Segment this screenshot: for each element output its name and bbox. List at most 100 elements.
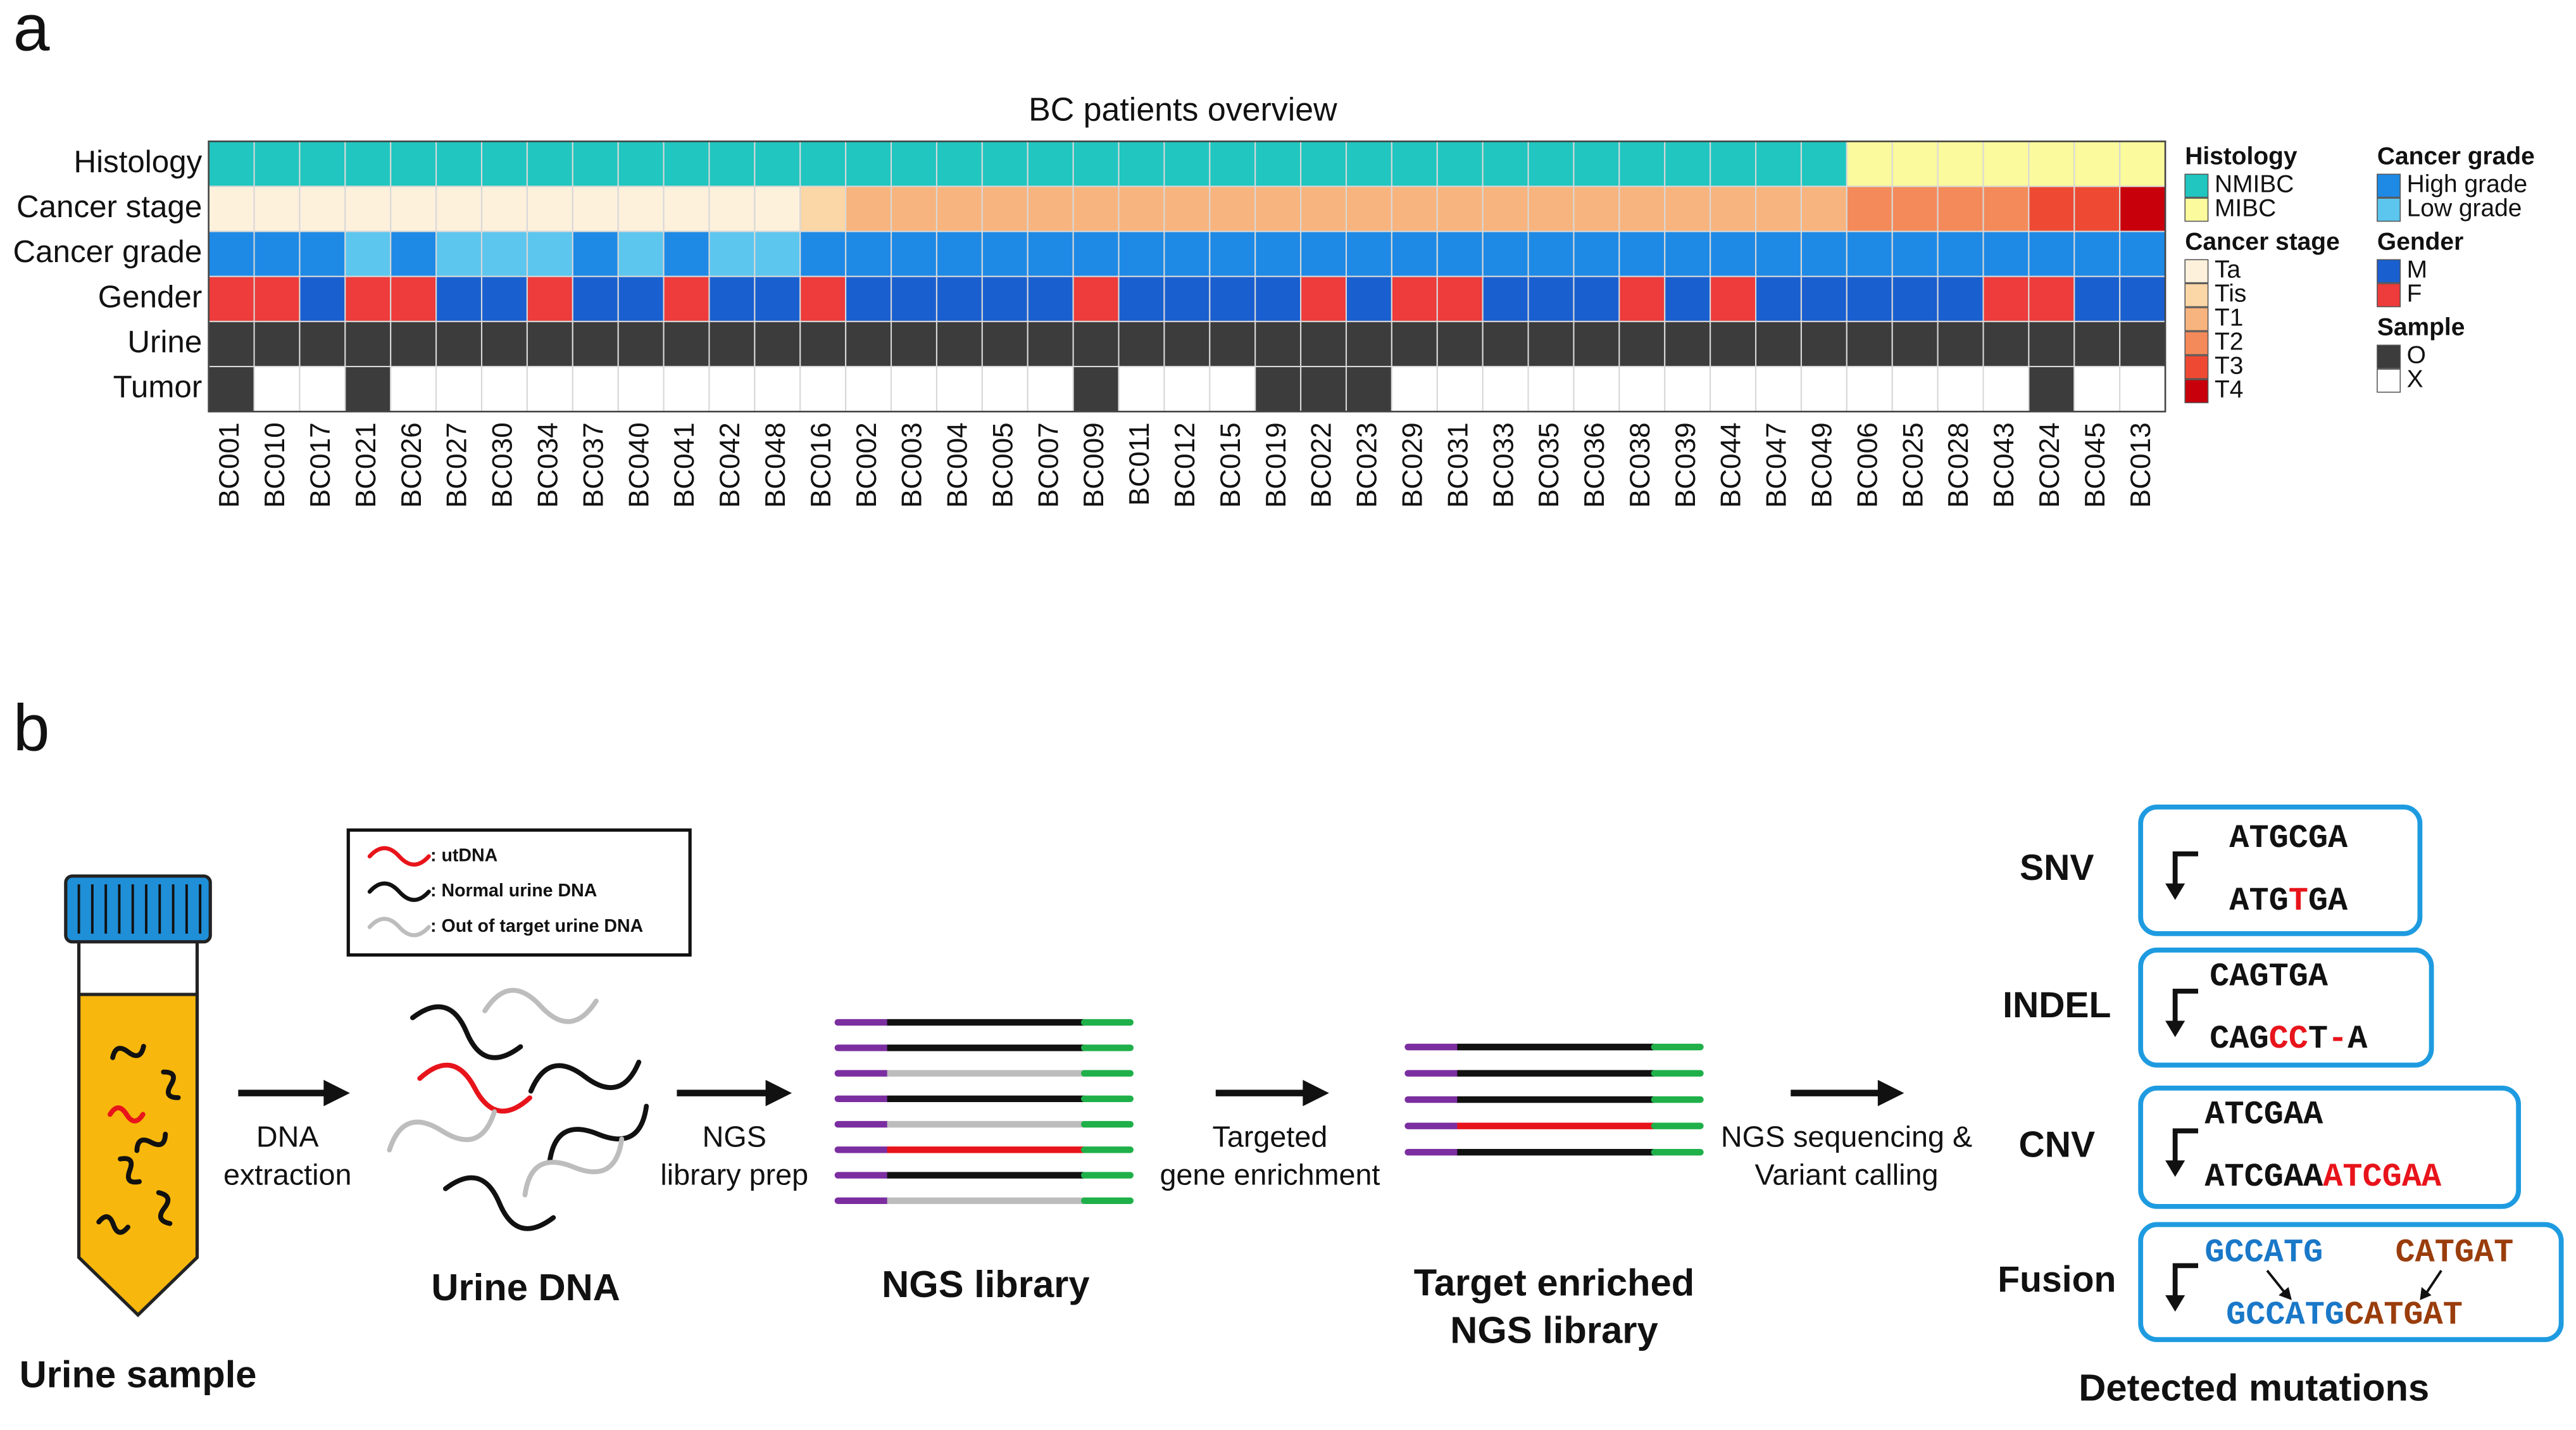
heatmap-cell <box>1391 275 1438 322</box>
heatmap-cell <box>935 230 983 277</box>
heatmap-cell <box>480 230 528 277</box>
heatmap-cell <box>1391 365 1438 413</box>
heatmap-cell <box>845 141 892 187</box>
heatmap-cell <box>1482 230 1529 277</box>
dna-strand <box>482 988 599 1024</box>
dna-strand <box>367 846 431 867</box>
legend-swatch <box>2184 379 2209 403</box>
heatmap-cell <box>1436 141 1484 187</box>
heatmap-cell <box>1710 320 1757 368</box>
heatmap-cell <box>208 365 255 413</box>
legend-label: F <box>2407 280 2422 308</box>
sequence-part: CAG <box>2210 1020 2268 1058</box>
heatmap-cell <box>1800 230 1848 277</box>
heatmap-cell <box>1664 320 1711 368</box>
patient-label: BC007 <box>1033 422 1064 508</box>
heatmap-cell <box>708 141 756 187</box>
patient-label: BC017 <box>305 422 336 508</box>
arrow-label: DNA <box>256 1120 319 1153</box>
heatmap-cell <box>1209 365 1256 413</box>
heatmap-cell <box>845 320 892 368</box>
patient-label: BC031 <box>1442 422 1473 508</box>
sequence: GCCATGCATGAT <box>2226 1296 2463 1334</box>
heatmap-cell <box>981 365 1029 413</box>
heatmap-cell <box>1118 230 1165 277</box>
patient-label: BC010 <box>259 422 291 508</box>
hook-arrow <box>2172 1263 2198 1299</box>
legend-title: Gender <box>2377 229 2463 256</box>
sequence: CAGTGA <box>2210 958 2329 995</box>
row-label: Urine <box>127 324 202 359</box>
dna-strand <box>161 1069 181 1100</box>
heatmap-cell <box>1664 365 1711 413</box>
sequence: ATGCGA <box>2229 820 2348 857</box>
heatmap-cell <box>2073 230 2121 277</box>
heatmap-cell <box>1755 230 1802 277</box>
legend-label: T2 <box>2215 328 2243 355</box>
heatmap-cell <box>1345 275 1392 322</box>
heatmap-cell <box>1573 365 1620 413</box>
heatmap-cell <box>1755 365 1802 413</box>
legend-swatch <box>2184 259 2209 284</box>
heatmap-cell <box>344 275 392 322</box>
sequence-part: T <box>2308 1020 2328 1058</box>
patient-label: BC043 <box>1989 422 2020 508</box>
arrow-label: Variant calling <box>1755 1158 1939 1191</box>
fusion-arrow-head <box>2279 1287 2292 1300</box>
heatmap-cell <box>1436 230 1484 277</box>
heatmap-cell <box>935 185 983 232</box>
hook-arrow-head <box>2165 1020 2185 1038</box>
patient-label: BC004 <box>942 422 973 508</box>
heatmap-cell <box>572 275 619 322</box>
mutation-box <box>2138 1086 2522 1209</box>
heatmap-cell <box>1072 275 1120 322</box>
sequence: ATCGAA <box>2204 1096 2323 1133</box>
heatmap-cell <box>390 275 437 322</box>
heatmap-cell <box>1300 275 1347 322</box>
patient-label: BC012 <box>1170 422 1201 508</box>
heatmap-cell <box>1345 320 1392 368</box>
heatmap-cell <box>891 275 937 322</box>
heatmap-cell <box>480 275 528 322</box>
arrow-label: extraction <box>223 1158 352 1191</box>
heatmap-cell <box>1027 185 1074 232</box>
heatmap-cell <box>2119 230 2166 277</box>
row-label: Cancer grade <box>13 234 203 269</box>
heatmap-cell <box>344 320 392 368</box>
dna-strand <box>118 1156 142 1185</box>
heatmap-cell <box>435 320 483 368</box>
heatmap-cell <box>1573 230 1620 277</box>
patient-label: BC016 <box>806 422 837 508</box>
heatmap-cell <box>1800 141 1848 187</box>
dna-strand <box>156 1190 173 1226</box>
heatmap-cell <box>1982 141 2030 187</box>
sequence-part: ATCGAA <box>2323 1158 2442 1196</box>
hook-arrow <box>2172 988 2198 1024</box>
heatmap-cell <box>1163 230 1211 277</box>
legend-swatch <box>2377 283 2401 308</box>
heatmap-cell <box>1937 185 1984 232</box>
dna-strand <box>417 1062 532 1114</box>
heatmap-cell <box>1755 185 1802 232</box>
patient-label: BC011 <box>1124 422 1155 506</box>
heatmap-cell <box>708 185 756 232</box>
patient-label: BC037 <box>578 422 609 508</box>
patient-label: BC035 <box>1534 422 1565 508</box>
heatmap-cell <box>935 141 983 187</box>
row-label: Cancer stage <box>16 189 202 224</box>
heatmap-cell <box>572 230 619 277</box>
heatmap-cell <box>981 141 1029 187</box>
heatmap-cell <box>1163 320 1211 368</box>
heatmap-cell <box>1391 185 1438 232</box>
patient-label: BC038 <box>1625 422 1656 508</box>
heatmap-cell <box>1755 275 1802 322</box>
heatmap-cell <box>1300 141 1347 187</box>
legend-label: High grade <box>2407 171 2527 198</box>
heatmap-cell <box>1163 141 1211 187</box>
heatmap-cell <box>1573 185 1620 232</box>
arrow-head <box>323 1079 350 1107</box>
step-caption: Target enriched <box>1414 1261 1694 1303</box>
heatmap-cell <box>1527 320 1575 368</box>
dna-strand <box>442 1175 556 1231</box>
patient-label: BC021 <box>351 422 382 508</box>
